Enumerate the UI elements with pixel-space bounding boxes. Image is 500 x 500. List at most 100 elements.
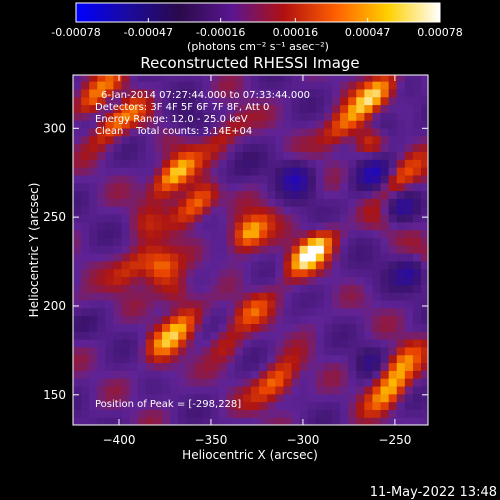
heatmap-cell [412,159,422,168]
heatmap-cell [323,299,333,309]
heatmap-cell [259,299,268,309]
heatmap-cell [202,331,212,340]
heatmap-cell [307,378,317,387]
heatmap-cell [331,182,341,192]
heatmap-cell [364,127,374,137]
heatmap-cell [81,174,90,184]
heatmap-cell [404,81,414,90]
heatmap-cell [186,370,195,379]
heatmap-cell [323,198,333,207]
heatmap-cell [218,167,228,176]
heatmap-cell [251,315,260,324]
heatmap-cell [323,417,333,425]
heatmap-cell [307,143,317,152]
heatmap-cell [73,339,82,348]
heatmap-cell [348,393,357,403]
heatmap-cell [380,75,390,82]
heatmap-cell [380,354,390,364]
heatmap-cell [97,393,106,403]
heatmap-cell [348,362,357,371]
heatmap-cell [121,268,131,278]
heatmap-cell [331,370,341,379]
heatmap-cell [137,190,147,199]
heatmap-cell [340,167,349,176]
heatmap-cell [202,409,212,418]
heatmap-cell [364,346,374,356]
heatmap-cell [162,253,171,262]
heatmap-cell [267,331,276,340]
heatmap-cell [404,393,414,403]
heatmap-cell [170,143,179,152]
heatmap-cell [259,237,268,246]
heatmap-cell [121,198,131,207]
heatmap-cell [153,190,163,199]
heatmap-cell [89,292,98,301]
heatmap-cell [153,75,163,82]
heatmap-cell [380,284,390,293]
heatmap-cell [421,174,428,184]
heatmap-cell [396,174,406,184]
heatmap-cell [202,182,212,192]
heatmap-cell [315,88,325,98]
heatmap-cell [364,299,374,309]
heatmap-cell [73,362,82,371]
heatmap-cell [315,417,325,425]
heatmap-cell [388,307,398,317]
heatmap-cell [348,339,357,348]
heatmap-cell [242,315,252,324]
heatmap-cell [421,268,428,278]
heatmap-cell [153,323,163,332]
heatmap-cell [129,104,139,113]
heatmap-cell [396,323,406,332]
heatmap-cell [356,182,365,192]
heatmap-cell [251,409,260,418]
heatmap-cell [170,323,179,332]
heatmap-cell [73,167,82,176]
heatmap-cell [421,96,428,106]
heatmap-cell [202,213,212,223]
heatmap-cell [105,245,115,254]
heatmap-cell [129,190,139,199]
heatmap-cell [242,378,252,387]
heatmap-cell [412,206,422,215]
heatmap-cell [137,198,147,207]
heatmap-cell [97,104,106,113]
heatmap-cell [396,221,406,231]
heatmap-cell [226,167,236,176]
heatmap-cell [234,112,244,121]
heatmap-cell [251,362,260,371]
heatmap-cell [388,268,398,278]
heatmap-cell [251,339,260,348]
heatmap-cell [105,323,115,332]
heatmap-cell [234,127,244,137]
heatmap-cell [129,378,139,387]
heatmap-cell [105,417,115,425]
heatmap-cell [242,401,252,410]
heatmap-cell [226,292,236,301]
heatmap-cell [412,237,422,246]
heatmap-cell [97,143,106,152]
heatmap-cell [299,292,309,301]
heatmap-cell [226,206,236,215]
heatmap-cell [210,292,220,301]
heatmap-cell [307,127,317,137]
heatmap-cell [153,167,163,176]
heatmap-cell [251,190,260,199]
heatmap-cell [105,88,115,98]
heatmap-cell [315,135,325,145]
heatmap-cell [275,370,285,379]
heatmap-cell [73,268,82,278]
heatmap-cell [210,299,220,309]
heatmap-cell [356,221,365,231]
heatmap-cell [364,81,374,90]
heatmap-cell [356,307,365,317]
heatmap-cell [129,237,139,246]
heatmap-cell [291,174,301,184]
heatmap-cell [348,206,357,215]
heatmap-cell [129,206,139,215]
heatmap-cell [267,237,276,246]
heatmap-cell [226,127,236,137]
heatmap-cell [299,409,309,418]
heatmap-cell [137,385,147,395]
heatmap-cell [210,182,220,192]
